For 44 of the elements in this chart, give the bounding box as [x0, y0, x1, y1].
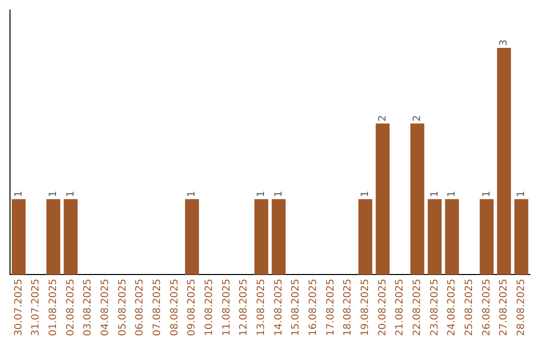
x-tick-label: 05.08.2025	[117, 278, 128, 336]
x-tick-label: 16.08.2025	[308, 278, 319, 336]
data-label: 1	[13, 190, 24, 198]
x-tick-label: 04.08.2025	[100, 278, 111, 336]
data-label: 2	[377, 115, 388, 122]
x-tick-label: 17.08.2025	[325, 278, 336, 336]
data-label: 2	[412, 115, 423, 122]
data-label: 1	[446, 190, 458, 198]
x-tick-label: 19.08.2025	[360, 278, 371, 336]
x-tick-label: 14.08.2025	[273, 278, 284, 336]
x-tick-label: 01.08.2025	[48, 278, 59, 336]
data-label: 1	[481, 190, 492, 198]
x-tick-label: 26.08.2025	[481, 278, 492, 336]
x-tick-label: 21.08.2025	[394, 278, 406, 336]
data-label: 1	[516, 190, 527, 198]
data-label: 1	[273, 190, 284, 198]
x-tick-label: 18.08.2025	[342, 278, 354, 336]
data-label: 1	[256, 190, 267, 198]
x-tick-label: 23.08.2025	[429, 278, 440, 336]
x-tick-label: 06.08.2025	[134, 278, 146, 336]
x-tick-label: 13.08.2025	[256, 278, 267, 336]
x-tick-label: 27.08.2025	[498, 278, 510, 336]
data-label: 1	[429, 190, 440, 198]
x-tick-label: 02.08.2025	[65, 278, 76, 336]
x-tick-label: 22.08.2025	[412, 278, 423, 336]
x-tick-label: 25.08.2025	[464, 278, 475, 336]
x-tick-label: 30.07.2025	[13, 278, 24, 336]
x-tick-label: 28.08.2025	[516, 278, 527, 336]
x-tick-label: 31.07.2025	[30, 278, 42, 336]
x-tick-label: 07.08.2025	[152, 278, 163, 336]
x-tick-label: 09.08.2025	[186, 278, 198, 336]
x-tick-label: 24.08.2025	[446, 278, 458, 336]
data-label: 1	[48, 190, 59, 198]
x-tick-label: 15.08.2025	[290, 278, 302, 336]
x-tick-label: 08.08.2025	[169, 278, 180, 336]
data-label: 1	[360, 190, 371, 198]
x-tick-label: 03.08.2025	[82, 278, 94, 336]
x-tick-label: 12.08.2025	[238, 278, 250, 336]
data-label: 1	[186, 190, 198, 198]
data-label: 1	[65, 190, 76, 198]
data-label: 3	[498, 39, 510, 46]
x-tick-label: 10.08.2025	[204, 278, 215, 336]
x-tick-label: 20.08.2025	[377, 278, 388, 336]
x-tick-label: 11.08.2025	[221, 278, 232, 336]
